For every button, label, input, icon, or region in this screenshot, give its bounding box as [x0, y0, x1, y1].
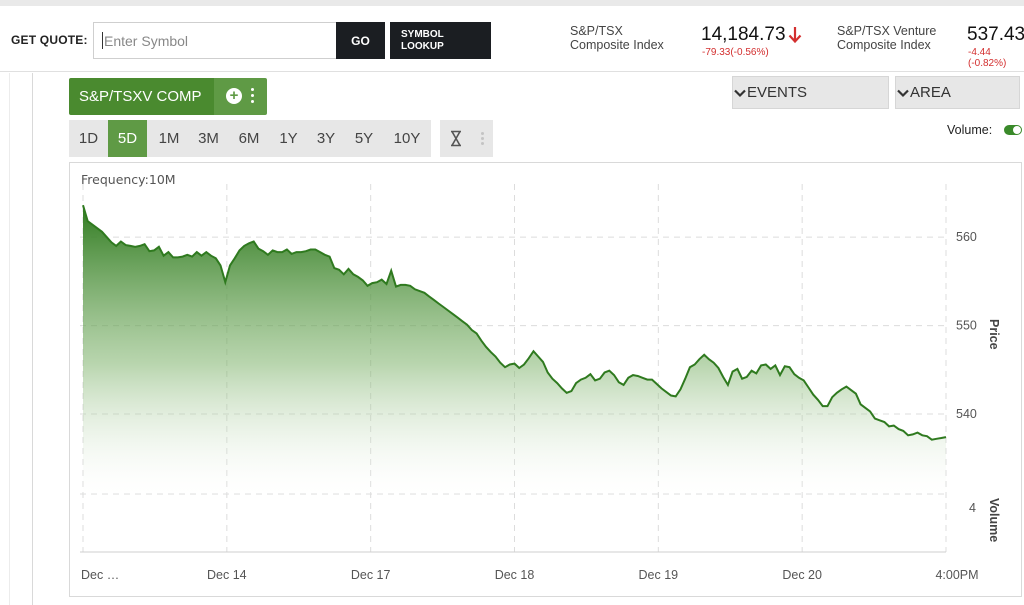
range-10y[interactable]: 10Y	[393, 130, 421, 147]
chart-type-dropdown[interactable]: AREA	[895, 76, 1020, 109]
chart-type-label: AREA	[910, 84, 951, 101]
tsx-index-name[interactable]: S&P/TSX Composite Index	[570, 24, 664, 52]
price-axis-title: Price	[987, 319, 1001, 350]
price-line	[82, 204, 947, 441]
venture-index-name[interactable]: S&P/TSX Venture Composite Index	[837, 24, 937, 52]
x-tick-label: Dec 20	[782, 568, 822, 582]
events-dropdown-label: EVENTS	[747, 84, 808, 101]
range-selector: 1D 5D 1M 3M 6M 1Y 3Y 5Y 10Y	[69, 120, 431, 157]
volume-toggle[interactable]	[1004, 125, 1022, 135]
venture-index-value: 537.43	[967, 24, 1024, 45]
venture-index-change: -4.44 (-0.82%)	[968, 47, 1007, 69]
add-comparison-icon[interactable]: +	[226, 88, 242, 104]
price-tick-label: 550	[956, 319, 977, 333]
x-tick-label: Dec 17	[351, 568, 391, 582]
price-tick-label: 540	[956, 407, 977, 421]
custom-range-box	[440, 120, 493, 157]
tsx-index-change: -79.33(-0.56%)	[702, 47, 769, 58]
volume-axis-title: Volume	[987, 498, 1001, 542]
chevron-down-icon	[897, 89, 909, 98]
events-dropdown[interactable]: EVENTS	[732, 76, 889, 109]
range-1y[interactable]: 1Y	[279, 130, 298, 147]
kebab-menu-icon[interactable]	[251, 88, 255, 105]
volume-tick-label: 4	[969, 501, 976, 515]
range-5y[interactable]: 5Y	[354, 130, 374, 147]
text-caret	[102, 32, 103, 49]
top-strip	[0, 0, 1024, 6]
price-area	[83, 205, 946, 494]
x-tick-label: Dec 14	[207, 568, 247, 582]
range-5d[interactable]: 5D	[108, 120, 147, 157]
range-1d[interactable]: 1D	[78, 130, 99, 147]
quote-header: GET QUOTE: GO SYMBOL LOOKUP S&P/TSX Comp…	[0, 6, 1024, 72]
page-divider-outer	[9, 73, 10, 605]
range-3y[interactable]: 3Y	[316, 130, 336, 147]
x-tick-label: Dec …	[81, 568, 119, 582]
symbol-lookup-button[interactable]: SYMBOL LOOKUP	[390, 22, 491, 59]
chevron-down-icon	[734, 89, 746, 98]
volume-label: Volume:	[947, 123, 993, 137]
page-divider	[32, 73, 33, 605]
get-quote-label: GET QUOTE:	[11, 33, 88, 47]
symbol-options: +	[214, 78, 267, 115]
frequency-label: Frequency:10M	[81, 172, 176, 187]
down-arrow-icon	[788, 27, 802, 44]
range-6m[interactable]: 6M	[238, 130, 260, 147]
go-button[interactable]: GO	[336, 22, 385, 59]
tsx-index-value: 14,184.73	[701, 24, 786, 45]
symbol-button[interactable]: S&P/TSXV COMP	[69, 78, 214, 115]
x-tick-label: Dec 19	[639, 568, 679, 582]
range-1m[interactable]: 1M	[158, 130, 180, 147]
price-tick-label: 560	[956, 230, 977, 244]
x-tick-label: 4:00PM	[935, 568, 978, 582]
x-tick-label: Dec 18	[495, 568, 535, 582]
range-options-icon[interactable]	[481, 132, 484, 146]
symbol-search-input[interactable]	[93, 22, 336, 59]
hourglass-icon[interactable]	[449, 130, 463, 147]
range-3m[interactable]: 3M	[198, 130, 219, 147]
